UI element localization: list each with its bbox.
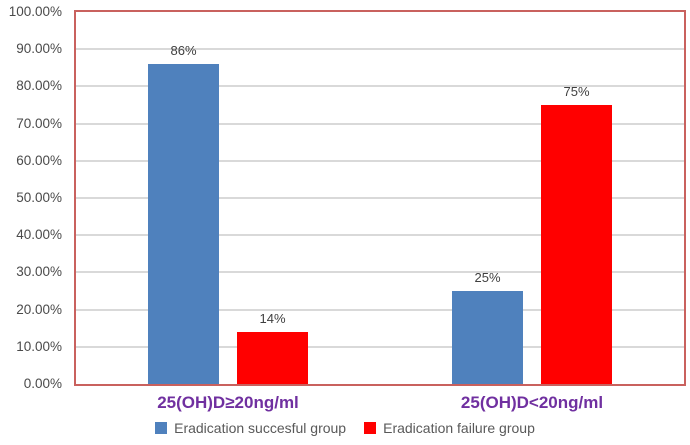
x-axis-category-label: 25(OH)D<20ng/ml xyxy=(460,393,604,412)
y-axis-tick-label: 100.00% xyxy=(8,4,62,19)
x-axis-category-label: 25(OH)D≥20ng/ml xyxy=(157,393,299,412)
gridline xyxy=(76,271,684,274)
gridline xyxy=(76,197,684,199)
bar-data-label: 14% xyxy=(259,311,286,326)
bar-data-label: 75% xyxy=(563,84,590,99)
gridline xyxy=(76,48,684,51)
bar-series2-category2 xyxy=(541,105,612,384)
legend-label: Eradication failure group xyxy=(383,420,535,436)
legend: Eradication succesful group Eradication f… xyxy=(0,420,690,436)
bar-series1-category2 xyxy=(452,291,523,384)
gridline xyxy=(76,308,684,311)
legend-label: Eradication succesful group xyxy=(174,420,347,436)
bar-series1-category1 xyxy=(148,64,219,384)
y-axis-tick-label: 20.00% xyxy=(16,301,62,317)
gridline xyxy=(76,85,684,88)
legend-swatch-icon xyxy=(364,422,377,434)
y-axis-tick-label: 70.00% xyxy=(16,115,62,131)
y-axis-tick-label: 50.00% xyxy=(16,190,62,205)
bar-series2-category1 xyxy=(237,332,308,384)
y-axis-tick-label: 60.00% xyxy=(16,152,62,168)
y-axis-tick-label: 80.00% xyxy=(16,78,62,94)
gridline xyxy=(76,122,684,125)
plot-area xyxy=(74,10,686,386)
y-axis-tick-label: 40.00% xyxy=(16,227,62,243)
legend-swatch-icon xyxy=(155,422,168,434)
legend-item: Eradication failure group xyxy=(364,420,535,436)
gridline xyxy=(76,234,684,237)
bar-data-label: 86% xyxy=(170,43,197,58)
y-axis-tick-label: 90.00% xyxy=(16,41,62,57)
y-axis-tick-label: 30.00% xyxy=(16,264,62,280)
gridline xyxy=(76,159,684,162)
legend-item: Eradication succesful group xyxy=(155,420,346,436)
y-axis-tick-label: 10.00% xyxy=(16,338,62,354)
gridline xyxy=(76,345,684,348)
y-axis-tick-label: 0.00% xyxy=(23,376,62,391)
bar-data-label: 25% xyxy=(474,270,501,285)
